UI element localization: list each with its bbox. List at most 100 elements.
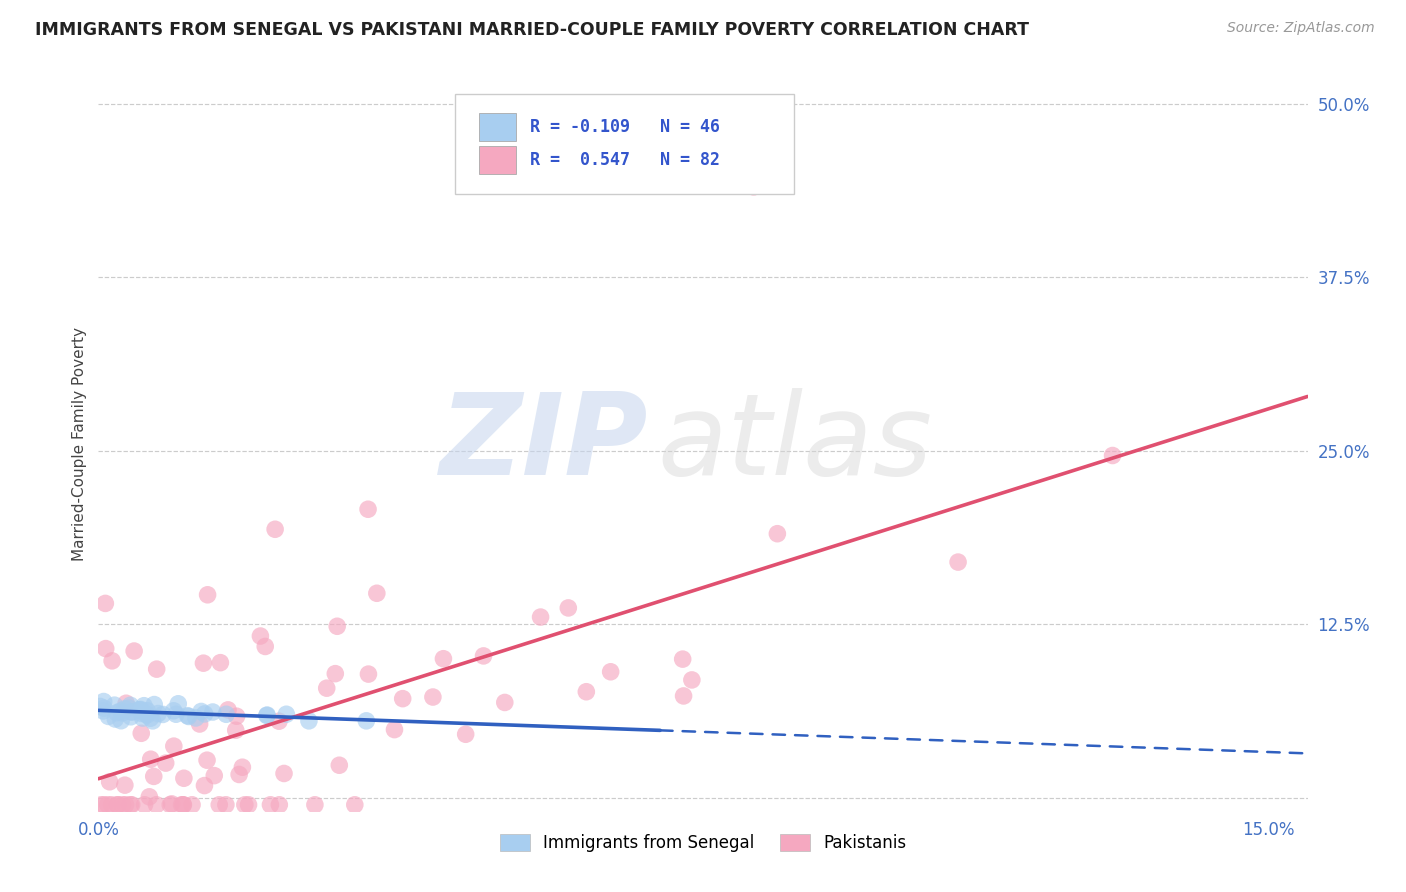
Point xyxy=(90,797,112,812)
Text: Source: ZipAtlas.com: Source: ZipAtlas.com xyxy=(1227,21,1375,35)
Point xyxy=(254,640,277,654)
Text: atlas: atlas xyxy=(657,388,932,500)
Point xyxy=(384,723,406,737)
Point xyxy=(172,797,194,812)
Point xyxy=(173,771,195,785)
Point xyxy=(1101,449,1123,463)
Point xyxy=(98,774,121,789)
Point xyxy=(267,714,290,729)
Point xyxy=(681,673,703,687)
Point xyxy=(122,644,145,658)
Point xyxy=(105,706,128,720)
Point xyxy=(93,701,115,715)
Point xyxy=(176,708,198,723)
Point xyxy=(197,588,219,602)
Point xyxy=(391,691,413,706)
Point xyxy=(146,706,169,721)
Point xyxy=(454,727,477,741)
Point xyxy=(181,797,204,812)
Text: R =  0.547   N = 82: R = 0.547 N = 82 xyxy=(530,152,720,169)
Point xyxy=(139,752,162,766)
Point xyxy=(139,711,162,725)
FancyBboxPatch shape xyxy=(456,95,793,194)
Text: ZIP: ZIP xyxy=(440,388,648,500)
Legend: Immigrants from Senegal, Pakistanis: Immigrants from Senegal, Pakistanis xyxy=(494,827,912,859)
FancyBboxPatch shape xyxy=(479,146,516,175)
Point xyxy=(142,769,165,783)
Point xyxy=(145,662,167,676)
Point xyxy=(104,712,127,726)
Point xyxy=(97,709,120,723)
Point xyxy=(94,596,117,610)
Point xyxy=(111,706,134,720)
Point xyxy=(167,697,190,711)
Point xyxy=(202,769,225,783)
Point xyxy=(135,706,157,721)
Point xyxy=(357,667,380,681)
Point xyxy=(110,704,132,718)
Point xyxy=(276,707,298,722)
Point xyxy=(529,610,551,624)
Point xyxy=(494,696,516,710)
Point xyxy=(101,654,124,668)
Point xyxy=(201,705,224,719)
Point xyxy=(766,526,789,541)
Point xyxy=(93,797,115,812)
Point xyxy=(575,684,598,698)
Point xyxy=(228,767,250,781)
Point xyxy=(129,702,152,716)
Point xyxy=(138,789,160,804)
Point xyxy=(120,705,142,719)
Point xyxy=(599,665,621,679)
Point xyxy=(256,708,278,723)
Point xyxy=(672,652,695,666)
Point xyxy=(110,714,132,728)
Point xyxy=(259,797,281,812)
Point xyxy=(94,641,117,656)
Point xyxy=(343,797,366,812)
Point xyxy=(298,714,321,728)
Point xyxy=(121,705,143,719)
Point xyxy=(233,797,256,812)
Text: R = -0.109   N = 46: R = -0.109 N = 46 xyxy=(530,119,720,136)
Point xyxy=(672,689,695,703)
Point xyxy=(136,704,159,718)
Point xyxy=(193,779,215,793)
Point xyxy=(269,797,291,812)
Point xyxy=(129,703,152,717)
Point xyxy=(328,758,350,772)
Point xyxy=(132,698,155,713)
Point xyxy=(160,797,183,811)
Point xyxy=(215,797,238,812)
FancyBboxPatch shape xyxy=(479,113,516,141)
Point xyxy=(120,710,142,724)
Point xyxy=(357,502,380,516)
Point xyxy=(215,707,238,722)
Point xyxy=(422,690,444,704)
Point xyxy=(304,797,326,812)
Point xyxy=(142,714,165,728)
Point xyxy=(89,699,111,714)
Point xyxy=(238,797,260,812)
Point xyxy=(159,797,181,812)
Point xyxy=(107,797,129,812)
Point xyxy=(194,706,217,721)
Point xyxy=(742,180,765,194)
Point xyxy=(256,708,278,723)
Point xyxy=(231,760,253,774)
Point xyxy=(118,701,141,715)
Point xyxy=(121,797,143,812)
Point xyxy=(190,705,212,719)
Point xyxy=(131,711,153,725)
Point xyxy=(93,694,115,708)
Point xyxy=(152,707,174,722)
Point xyxy=(172,797,194,812)
Point xyxy=(165,707,187,722)
Point xyxy=(184,711,207,725)
Point xyxy=(208,797,231,812)
Point xyxy=(193,656,215,670)
Point xyxy=(366,586,388,600)
Point xyxy=(323,666,346,681)
Point xyxy=(356,714,378,728)
Point xyxy=(107,797,129,812)
